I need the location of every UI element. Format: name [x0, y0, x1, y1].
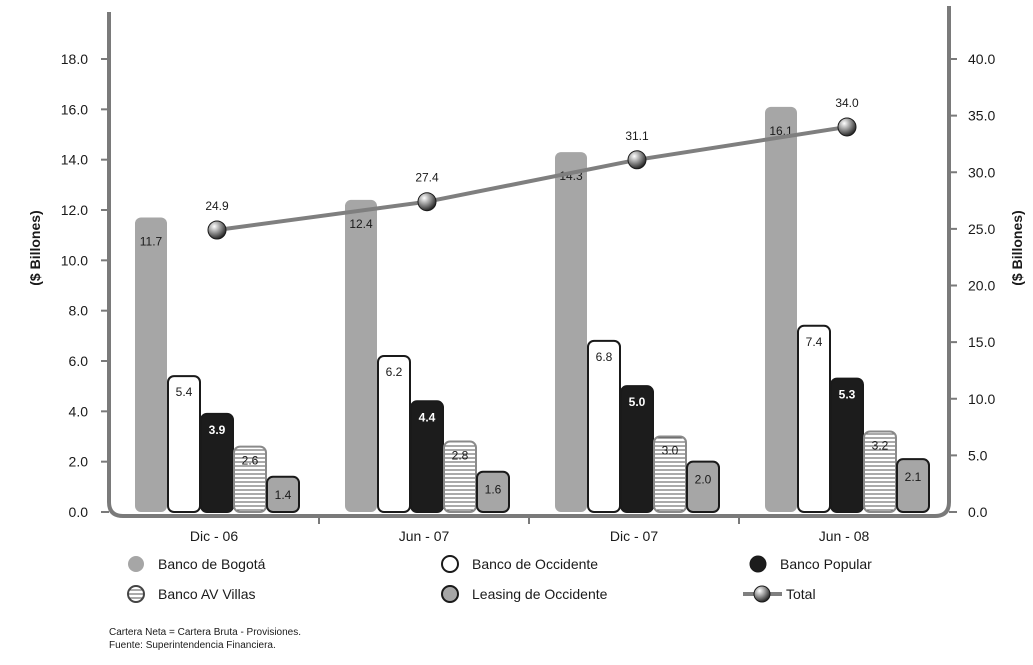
- total-data-label: 24.9: [205, 199, 229, 213]
- y-axis-title-right: ($ Billones): [1009, 210, 1025, 285]
- data-label-banco-av-villas: 2.6: [242, 454, 259, 468]
- data-label-banco-de-bogot: 12.4: [349, 217, 373, 231]
- x-tick-label: Dic - 07: [610, 528, 658, 544]
- y-tick-label-left: 10.0: [61, 252, 88, 268]
- y-tick-label-left: 2.0: [69, 454, 89, 470]
- y-tick-label-left: 6.0: [69, 353, 89, 369]
- note-definition: Cartera Neta = Cartera Bruta - Provision…: [109, 627, 301, 638]
- total-point: [417, 192, 437, 212]
- data-label-leasing-de-occidente: 1.4: [275, 488, 292, 502]
- y-tick-label-left: 8.0: [69, 303, 89, 319]
- legend-marker-banco-de-bogot: [128, 556, 144, 572]
- y-tick-label-right: 5.0: [968, 447, 988, 463]
- data-label-banco-av-villas: 3.2: [872, 438, 889, 452]
- data-label-banco-popular: 5.0: [629, 395, 646, 409]
- data-label-banco-popular: 3.9: [209, 423, 226, 437]
- data-label-banco-popular: 5.3: [839, 388, 856, 402]
- y-axis-title-left: ($ Billones): [27, 210, 43, 285]
- data-label-leasing-de-occidente: 2.0: [695, 473, 712, 487]
- legend-label-banco-popular: Banco Popular: [780, 556, 872, 572]
- total-data-label: 34.0: [835, 96, 859, 110]
- total-line: 24.9 27.4 31.1 34.0: [205, 96, 859, 240]
- bar-banco-av-villas: [443, 440, 477, 513]
- data-label-leasing-de-occidente: 2.1: [905, 470, 922, 484]
- bar-leasing-de-occidente: [896, 458, 930, 513]
- axes: 0.0 2.0 4.0 6.0 8.0 10.0 12.0 14.0 16.0 18.0 0.0 5.…: [61, 51, 996, 544]
- y-tick-label-right: 35.0: [968, 108, 995, 124]
- data-label-banco-av-villas: 2.8: [452, 449, 469, 463]
- y-tick-label-left: 4.0: [69, 403, 89, 419]
- legend-marker-total: [753, 585, 771, 603]
- bar-banco-de-bogot: [765, 106, 797, 513]
- bar-banco-av-villas: [233, 445, 267, 514]
- y-tick-label-left: 14.0: [61, 152, 88, 168]
- data-label-banco-de-bogot: 11.7: [140, 235, 163, 249]
- data-label-leasing-de-occidente: 1.6: [485, 483, 502, 497]
- legend-label-banco-de-bogot: Banco de Bogotá: [158, 556, 266, 572]
- bar-banco-de-bogot: [135, 217, 167, 513]
- y-tick-label-right: 25.0: [968, 221, 995, 237]
- total-point: [207, 220, 227, 240]
- legend-marker-banco-popular: [749, 555, 767, 573]
- data-label-banco-de-occidente: 5.4: [176, 385, 193, 399]
- x-tick-label: Dic - 06: [190, 528, 238, 544]
- x-tick-label: Jun - 07: [399, 528, 450, 544]
- y-tick-label-left: 12.0: [61, 202, 88, 218]
- y-tick-label-right: 15.0: [968, 334, 995, 350]
- legend-label-banco-de-occidente: Banco de Occidente: [472, 556, 598, 572]
- bar-banco-de-occidente: [377, 354, 411, 514]
- total-point: [837, 117, 857, 137]
- y-tick-label-right: 0.0: [968, 504, 988, 520]
- bar-banco-de-bogot: [555, 152, 587, 512]
- total-data-label: 27.4: [415, 171, 439, 185]
- y-tick-label-right: 30.0: [968, 164, 995, 180]
- x-tick-label: Jun - 08: [819, 528, 870, 544]
- data-label-banco-av-villas: 3.0: [662, 444, 679, 458]
- legend-label-total: Total: [786, 586, 816, 602]
- legend-label-banco-av-villas: Banco AV Villas: [158, 586, 256, 602]
- y-tick-label-right: 40.0: [968, 51, 995, 67]
- total-data-label: 31.1: [625, 129, 649, 143]
- y-tick-label-right: 10.0: [968, 391, 995, 407]
- note-source: Fuente: Superintendencia Financiera.: [109, 640, 276, 651]
- data-label-banco-popular: 4.4: [419, 410, 436, 424]
- y-tick-label-left: 0.0: [69, 504, 89, 520]
- bar-banco-de-occidente: [587, 339, 621, 513]
- bar-banco-de-bogot: [345, 199, 377, 512]
- legend: Banco de Bogotá Banco de Occidente Banco P…: [127, 555, 872, 603]
- bar-leasing-de-occidente: [266, 475, 300, 513]
- legend-marker-banco-av-villas: [127, 585, 145, 603]
- legend-marker-leasing-de-occidente: [441, 585, 459, 603]
- data-label-banco-de-occidente: 6.8: [596, 350, 613, 364]
- total-point: [627, 150, 647, 170]
- y-tick-label-left: 16.0: [61, 101, 88, 117]
- bar-banco-de-occidente: [797, 324, 831, 513]
- total-line-path: [216, 124, 848, 232]
- bar-leasing-de-occidente: [686, 460, 720, 513]
- y-tick-label-right: 20.0: [968, 278, 995, 294]
- y-tick-label-left: 18.0: [61, 51, 88, 67]
- bar-leasing-de-occidente: [476, 470, 510, 514]
- legend-marker-banco-de-occidente: [441, 555, 459, 573]
- legend-label-leasing-de-occidente: Leasing de Occidente: [472, 586, 608, 602]
- data-label-banco-de-occidente: 6.2: [386, 365, 403, 379]
- bars: 11.712.414.316.15.46.26.87.43.94.45.05.3…: [135, 106, 930, 514]
- data-label-banco-de-occidente: 7.4: [806, 335, 823, 349]
